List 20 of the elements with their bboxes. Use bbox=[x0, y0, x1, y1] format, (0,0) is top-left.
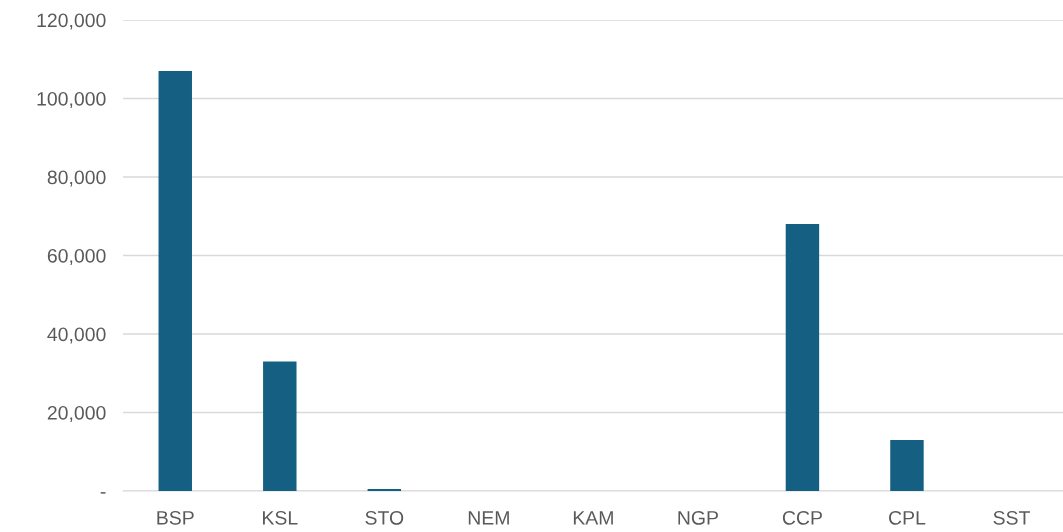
x-tick-label: KSL bbox=[263, 510, 298, 525]
bar bbox=[890, 439, 924, 491]
bar bbox=[158, 71, 192, 491]
x-tick-label: NEM bbox=[468, 511, 509, 525]
y-tick-label: - bbox=[100, 492, 106, 494]
x-tick-label: STO bbox=[365, 510, 404, 525]
y-tick-label: 120,000 bbox=[37, 13, 106, 30]
x-tick-label: KAM bbox=[573, 511, 613, 525]
y-tick-label: 20,000 bbox=[47, 405, 106, 423]
x-tick-label: CCP bbox=[782, 510, 822, 525]
x-tick-label: BSP bbox=[157, 510, 194, 525]
y-tick-label: 40,000 bbox=[47, 327, 106, 344]
y-tick-label: 60,000 bbox=[47, 248, 106, 266]
x-tick-label: SST bbox=[993, 510, 1030, 525]
y-tick-label: 100,000 bbox=[37, 91, 106, 109]
bar bbox=[785, 224, 820, 491]
y-tick-label: 80,000 bbox=[47, 170, 106, 187]
x-tick-label: CPL bbox=[889, 510, 926, 525]
x-tick-label: NGP bbox=[678, 510, 718, 525]
bar bbox=[263, 361, 297, 491]
